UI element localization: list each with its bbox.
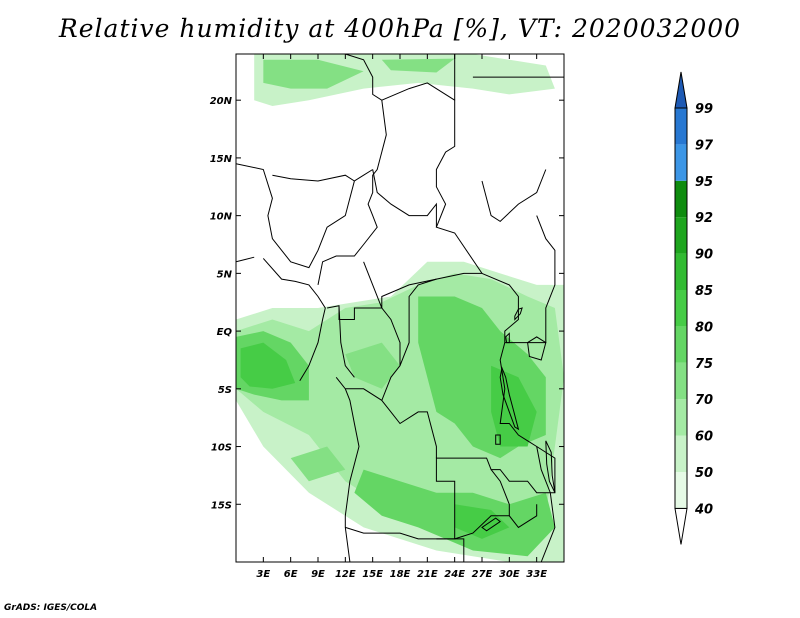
colorbar-bin [675, 217, 687, 254]
lat-tick-label: 10S [211, 443, 232, 454]
country-border-1 [272, 174, 355, 182]
country-border-4 [372, 169, 437, 228]
lon-tick-label: 21E [417, 569, 438, 580]
humidity-shading [236, 54, 564, 562]
colorbar-bin [675, 144, 687, 181]
humidity-region-8 [491, 365, 537, 447]
lat-tick-label: 10N [210, 212, 233, 223]
colorbar-label: 40 [694, 502, 713, 517]
colorbar-label: 85 [695, 284, 713, 299]
country-border-19 [236, 256, 255, 263]
map-axes: 20N 15N 10N 5N EQ 5S 10S 15S 3E 6E 9E 12E 15E 18E 21E 2… [210, 54, 564, 580]
lake-outline-1 [499, 366, 520, 431]
map-title: Relative humidity at 400hPa [%], VT: 202… [58, 14, 742, 43]
lat-tick-label: 20N [210, 96, 233, 107]
colorbar-label: 92 [695, 211, 713, 226]
colorbar-label: 60 [695, 430, 713, 445]
lon-tick-label: 15E [362, 569, 383, 580]
colorbar-label: 75 [695, 357, 713, 372]
humidity-region-1 [263, 59, 364, 89]
country-border-7 [399, 278, 437, 366]
colorbar-bottom-arrow [674, 507, 688, 545]
colorbar-bin [675, 290, 687, 327]
country-border-18 [481, 169, 547, 223]
lake-outline-0 [527, 336, 547, 361]
colorbar-label: 95 [695, 175, 713, 190]
colorbar-label: 99 [695, 102, 713, 117]
colorbar-bin [675, 180, 687, 218]
country-border-11 [436, 538, 465, 562]
humidity-region-11 [345, 342, 400, 389]
country-border-14 [536, 446, 556, 562]
country-border-2 [317, 54, 387, 285]
colorbar-label: 70 [695, 393, 713, 408]
lon-tick-label: 9E [311, 569, 325, 580]
country-border-20 [262, 258, 326, 381]
colorbar-outline [674, 107, 688, 509]
colorbar-bin [675, 399, 687, 436]
colorbar-label: 90 [695, 248, 713, 263]
lon-tick-label: 18E [390, 569, 411, 580]
credit-text: GrADS: IGES/COLA [4, 603, 98, 613]
humidity-region-12 [290, 446, 346, 482]
lake-outline-4 [505, 332, 510, 344]
country-border-10 [344, 388, 360, 562]
lat-tick-label: 5N [217, 269, 233, 280]
lon-tick-label: 12E [335, 569, 356, 580]
colorbar-bin [675, 362, 687, 400]
lon-tick-label: 30E [499, 569, 520, 580]
lon-tick-label: 6E [284, 569, 298, 580]
colorbar-bin [675, 326, 687, 363]
lon-tick-label: 24E [444, 569, 465, 580]
country-border-15 [504, 215, 556, 344]
humidity-region-6 [240, 342, 296, 389]
country-border-9 [381, 400, 437, 459]
country-border-5 [327, 305, 401, 402]
country-border-6 [338, 305, 355, 378]
lon-tick-label: 33E [526, 569, 547, 580]
lake-outline-5 [495, 434, 501, 445]
humidity-region-10 [454, 504, 510, 539]
country-border-0 [236, 163, 373, 269]
colorbar-bin [675, 108, 687, 145]
colorbar-bin [675, 253, 687, 290]
colorbar-bin [675, 472, 687, 509]
colorbar: 40 50 60 70 75 80 85 90 92 95 97 99 [674, 71, 714, 545]
country-border-8 [345, 272, 556, 540]
country-border-13 [490, 469, 510, 516]
lat-tick-label: 15N [210, 154, 233, 165]
lake-outline-3 [514, 307, 523, 321]
country-borders [236, 54, 564, 562]
lake-outline-6 [481, 517, 502, 532]
colorbar-bin [675, 435, 687, 472]
colorbar-top-arrow [674, 71, 688, 109]
colorbar-label: 50 [695, 466, 713, 481]
lat-tick-label: EQ [217, 327, 233, 338]
lat-tick-label: 15S [211, 500, 232, 511]
humidity-region-2 [381, 58, 455, 73]
lon-tick-label: 3E [256, 569, 270, 580]
colorbar-label: 80 [695, 320, 713, 335]
lat-tick-label: 5S [218, 385, 232, 396]
colorbar-label: 97 [695, 138, 714, 153]
lake-outline-2 [545, 440, 556, 493]
lon-tick-label: 27E [472, 569, 493, 580]
